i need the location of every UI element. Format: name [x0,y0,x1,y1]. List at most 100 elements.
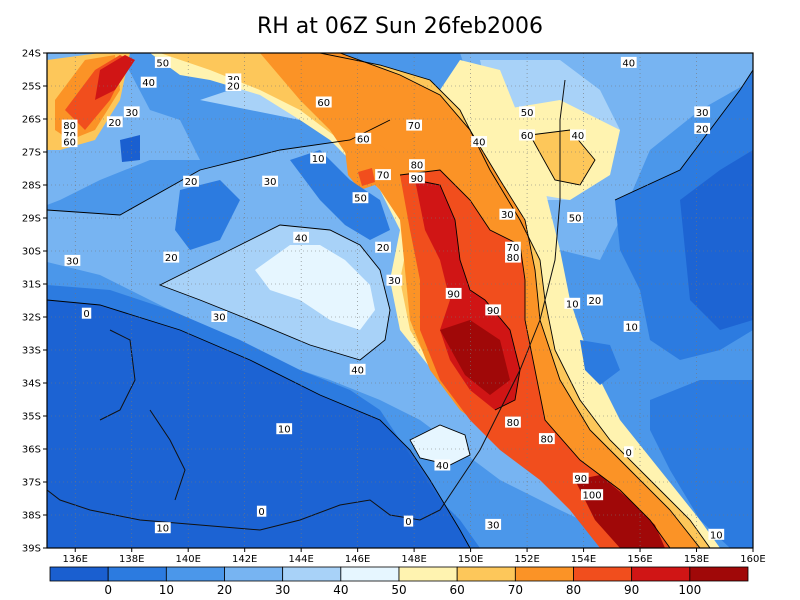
colorbar-label: 100 [678,583,701,597]
contour-label-bg [123,106,140,118]
contour-label-bg [349,363,366,375]
contour-label-bg [154,522,171,534]
colorbar-label: 80 [566,583,581,597]
contour-label: 80 [507,418,520,429]
contour-label: 30 [388,276,401,287]
contour-label-bg [694,122,711,134]
colorbar-swatch [631,566,691,582]
contour-label: 30 [501,210,514,221]
contour-label: 0 [258,507,264,518]
contour-label: 20 [696,124,709,135]
contour-label-bg [61,129,78,141]
contour-label: 20 [588,296,601,307]
contour-label-bg [315,96,332,108]
contour-label: 80 [507,253,520,264]
contour-label: 90 [447,289,460,300]
contour-label: 50 [569,214,582,225]
colorbar-swatch [689,566,749,582]
contour-label-bg [64,254,81,266]
contour-label-bg [406,119,423,131]
contour-label-bg [694,106,711,118]
contour-label: 10 [312,154,325,165]
colorbar: 0 10 20 30 40 50 60 70 80 90 100 [49,566,749,597]
contour-label-bg [505,251,521,263]
rh-band-below-0 [47,300,470,548]
contour-label-bg [586,294,603,306]
contour-label-bg [409,159,425,171]
contour-label-bg [623,320,640,332]
colorbar-label: 0 [104,583,112,597]
contour-label: 40 [351,365,364,376]
lat-tick-label: 25S [22,82,41,93]
colorbar-label: 60 [450,583,465,597]
contour-label: 20 [108,118,121,129]
lat-tick-label: 29S [22,214,41,225]
colorbar-swatch [49,566,109,582]
colorbar-label: 10 [159,583,174,597]
contour-label-bg [485,304,502,316]
lon-tick-label: 148E [401,554,426,565]
lat-tick-label: 37S [22,478,41,489]
lat-tick-label: 30S [22,247,41,258]
contour-label-bg [570,129,586,141]
grid-lines [47,53,753,548]
contour-label-bg [471,136,487,148]
contour-label-bg [355,132,372,144]
lat-tick-label: 38S [22,511,41,522]
contour-label: 20 [165,253,178,264]
contour-label: 30 [696,108,709,119]
colorbar-swatch [107,566,167,582]
contour-label: 20 [185,177,198,188]
contour-label-bg [375,241,391,253]
contour-label: 30 [487,520,500,531]
contour-label: 30 [213,313,226,324]
contour-label-bg [262,175,278,187]
contour-label: 50 [156,58,169,69]
contour-label: 50 [354,194,367,205]
lat-tick-label: 27S [22,148,41,159]
contour-label-bg [106,116,123,128]
lon-tick-label: 152E [514,554,539,565]
contour-label: 60 [521,131,534,142]
contour-label: 40 [436,461,449,472]
contour-label-bg [572,472,589,484]
contour-label: 20 [377,243,390,254]
contour-label: 60 [317,98,330,109]
contour-label: 90 [487,306,500,317]
contour-label-bg [505,416,521,428]
colorbar-swatch [165,566,225,582]
contour-label-bg [154,56,171,68]
colorbar-swatch [398,566,458,582]
contour-label-bg [61,119,78,131]
contour-label: 40 [142,78,155,89]
lat-tick-label: 35S [22,412,41,423]
contour-label: 70 [507,243,520,254]
lon-tick-label: 156E [627,554,652,565]
colorbar-label: 30 [275,583,290,597]
lon-tick-label: 140E [175,554,200,565]
contour-label: 100 [582,491,601,502]
contour-label-bg [140,76,157,88]
contour-label-bg [519,106,535,118]
contour-label: 10 [156,524,169,535]
contour-label: 40 [622,58,635,69]
contour-label: 10 [278,425,291,436]
contour-label: 60 [63,138,76,149]
contour-label: 80 [540,435,553,446]
contour-label-bg [505,241,521,253]
contour-label: 20 [227,82,240,93]
lat-tick-label: 24S [22,49,41,60]
contour-label-bg [225,73,242,85]
lat-tick-label: 36S [22,445,41,456]
map-title: RH at 06Z Sun 26feb2006 [256,14,544,39]
coastline [47,79,566,531]
contour-label-bg [519,129,535,141]
contour-label-bg [81,307,92,319]
colorbar-label: 50 [391,583,406,597]
contour-label-bg [293,231,310,243]
contour-label-bg [564,297,581,309]
contour-label: 0 [405,517,411,528]
contour-label: 90 [574,474,587,485]
contour-label: 30 [125,108,138,119]
contour-label-bg [352,192,369,204]
